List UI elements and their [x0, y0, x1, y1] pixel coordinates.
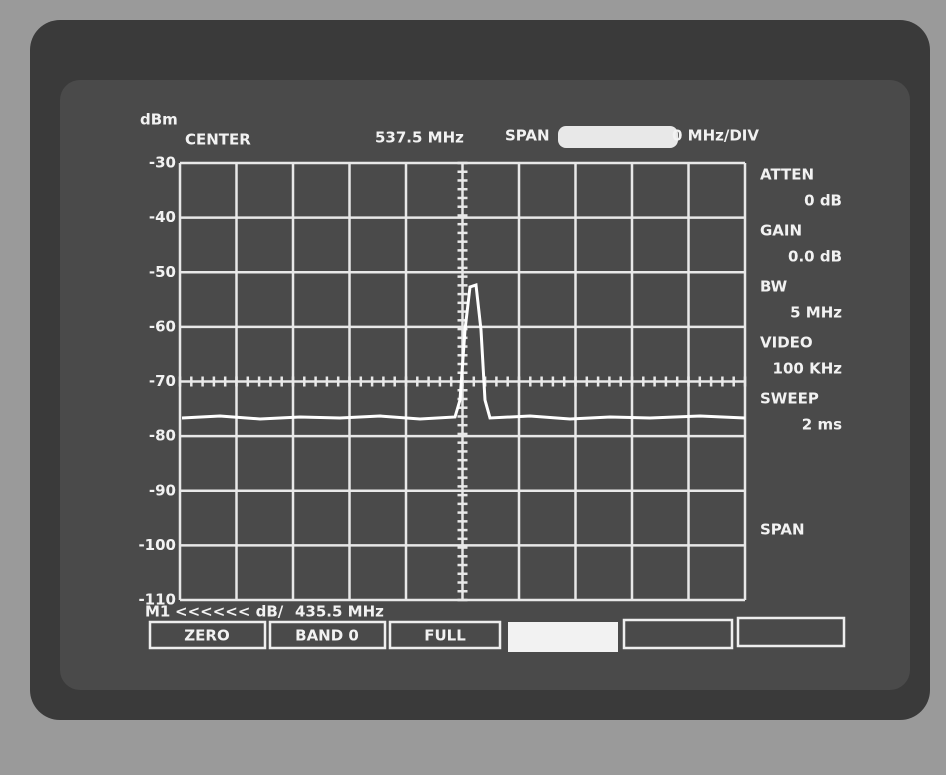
- y-label: -60: [149, 317, 176, 335]
- softkey-box: [622, 618, 734, 650]
- side-panel-text: 2 ms: [802, 416, 842, 434]
- side-panel-text: ATTEN: [760, 166, 814, 184]
- span-value: 0 MHz/DIV: [672, 127, 759, 145]
- y-label: -30: [149, 154, 176, 172]
- y-label: -80: [149, 427, 176, 445]
- side-panel-text: VIDEO: [760, 334, 813, 352]
- side-panel-text: 0 dB: [804, 192, 842, 210]
- y-label: -110: [138, 591, 176, 609]
- softkey-box: [736, 616, 846, 648]
- softkey-box: [508, 622, 618, 652]
- y-label: -90: [149, 481, 176, 499]
- side-span: SPAN: [760, 521, 805, 539]
- side-panel-text: BW: [760, 278, 788, 296]
- span-label: SPAN: [505, 127, 550, 145]
- softkey-label[interactable]: ZERO: [184, 627, 229, 645]
- marker-level: <<<<<< dB/: [175, 603, 284, 621]
- y-label: -40: [149, 208, 176, 226]
- center-label: CENTER: [185, 131, 251, 149]
- marker-name: M1: [145, 603, 170, 621]
- unit: dBm: [140, 111, 178, 129]
- side-panel-text: SWEEP: [760, 390, 819, 408]
- glare: [558, 126, 678, 148]
- y-label: -50: [149, 263, 176, 281]
- side-panel-text: 5 MHz: [790, 304, 842, 322]
- trace: [181, 282, 746, 421]
- softkey-label[interactable]: FULL: [424, 627, 466, 645]
- side-panel-text: 0.0 dB: [788, 248, 842, 266]
- side-panel-text: GAIN: [760, 222, 802, 240]
- marker-frequency: 435.5 MHz: [295, 603, 384, 621]
- softkey-label[interactable]: BAND 0: [295, 627, 359, 645]
- softkey-box: [148, 620, 267, 650]
- center-value: 537.5 MHz: [375, 129, 464, 147]
- y-label: -100: [138, 536, 176, 554]
- y-label: -70: [149, 372, 176, 390]
- softkey-box: [268, 620, 387, 650]
- side-panel-text: 100 KHz: [773, 360, 843, 378]
- softkey-box: [388, 620, 502, 650]
